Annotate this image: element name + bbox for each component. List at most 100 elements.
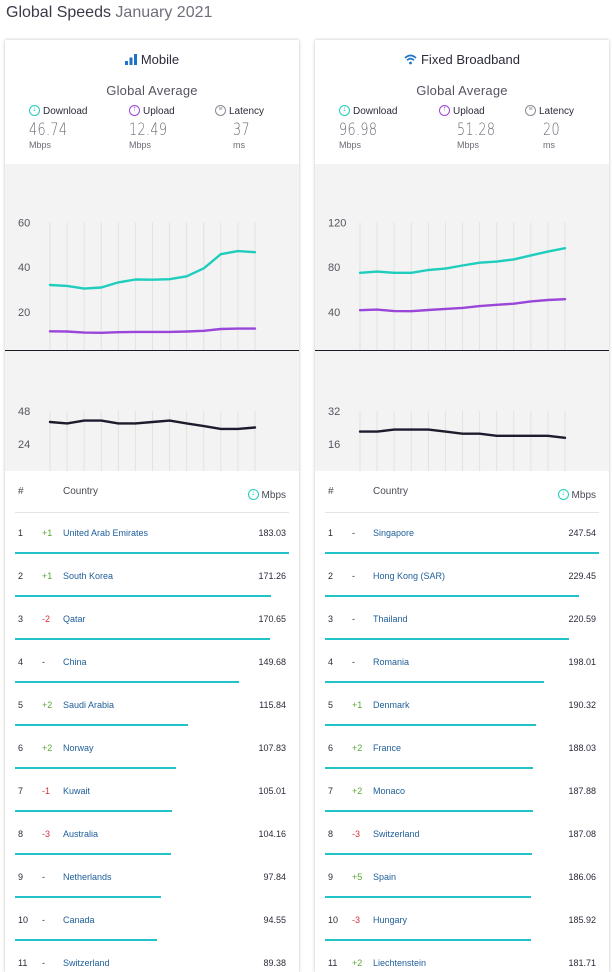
rank-change: - xyxy=(42,657,45,667)
country-link[interactable]: China xyxy=(63,657,87,667)
country-link[interactable]: Denmark xyxy=(373,700,410,710)
speed-value: 198.01 xyxy=(568,657,596,667)
speed-value: 105.01 xyxy=(258,786,286,796)
country-link[interactable]: South Korea xyxy=(63,571,114,581)
col-speed-header[interactable]: Mbps xyxy=(247,488,286,501)
speed-value: 247.54 xyxy=(568,528,596,538)
rank-number: 10 xyxy=(328,915,339,925)
country-link[interactable]: Romania xyxy=(373,657,410,667)
fixed-download-value: 96.98 xyxy=(339,120,378,140)
country-link[interactable]: Switzerland xyxy=(373,829,420,839)
speed-value: 89.38 xyxy=(263,958,286,968)
speed-bar xyxy=(325,638,569,640)
speed-bar xyxy=(15,810,172,812)
rank-change: +1 xyxy=(42,571,53,581)
mobile-upload-value: 12.49 xyxy=(129,120,168,140)
fixed-global-average-label: Global Average xyxy=(416,83,508,98)
country-link[interactable]: Singapore xyxy=(373,528,415,538)
country-link[interactable]: Spain xyxy=(373,872,397,882)
rank-number: 1 xyxy=(18,528,24,538)
y-tick-label: 20 xyxy=(18,307,30,319)
metric-label: Download xyxy=(43,106,88,117)
page-title-date: January 2021 xyxy=(115,4,213,21)
country-link[interactable]: Kuwait xyxy=(63,786,91,796)
signal-bars-icon xyxy=(124,53,137,68)
table-row: 3 -2 Qatar 170.65 xyxy=(5,599,299,642)
rank-change: - xyxy=(42,872,45,882)
fixed-upload-value: 51.28 xyxy=(457,120,496,140)
metric-unit: Mbps xyxy=(339,140,362,150)
table-row: 4 - Romania 198.01 xyxy=(315,642,609,685)
country-link[interactable]: Liechtenstein xyxy=(373,958,427,968)
country-link[interactable]: Thailand xyxy=(373,614,408,624)
upload-icon xyxy=(129,104,140,116)
col-rank-header: # xyxy=(18,486,24,497)
mobile-global-average-label: Global Average xyxy=(106,83,198,98)
country-link[interactable]: Switzerland xyxy=(63,958,110,968)
latency-icon xyxy=(525,105,536,116)
rank-change: +2 xyxy=(42,743,53,753)
rank-number: 8 xyxy=(328,829,334,839)
y-tick-label: 120 xyxy=(328,218,346,230)
col-country-header: Country xyxy=(63,486,99,497)
table-row: 6 +2 France 188.03 xyxy=(315,728,609,771)
speed-value: 94.55 xyxy=(263,915,286,925)
country-link[interactable]: Monaco xyxy=(373,786,406,796)
country-link[interactable]: Saudi Arabia xyxy=(63,700,115,710)
rank-change: - xyxy=(352,614,355,624)
table-row: 8 -3 Australia 104.16 xyxy=(5,814,299,857)
table-row: 10 -3 Hungary 185.92 xyxy=(315,900,609,943)
speed-bar xyxy=(325,853,532,855)
table-row: 8 -3 Switzerland 187.08 xyxy=(315,814,609,857)
speed-bar xyxy=(15,767,176,769)
y-tick-label: 80 xyxy=(328,262,340,274)
rank-change: +2 xyxy=(352,743,363,753)
country-link[interactable]: Hong Kong (SAR) xyxy=(373,571,446,581)
fixed-ranking-table: # Country Mbps 1 - Singapore 247.54 2 - Hong K… xyxy=(315,471,609,972)
mobile-panel: Mobile Global Average Download 46.74 Mbp… xyxy=(5,40,299,972)
country-link[interactable]: Hungary xyxy=(373,915,408,925)
header-divider xyxy=(325,512,599,513)
fixed-download-metric: Download 96.98 Mbps xyxy=(339,104,419,150)
fixed-panel-title: Fixed Broadband xyxy=(315,52,609,68)
download-icon xyxy=(339,104,350,116)
speed-value: 183.03 xyxy=(258,528,286,538)
fixed-latency-value: 20 xyxy=(543,120,560,140)
fixed-speed-chart-svg: 04080120 xyxy=(328,218,567,364)
country-link[interactable]: France xyxy=(373,743,402,753)
latency-icon xyxy=(215,105,226,116)
rank-number: 3 xyxy=(18,614,24,624)
speed-bar xyxy=(15,939,157,941)
metric-label: Download xyxy=(353,106,398,117)
mobile-title-label: Mobile xyxy=(140,52,180,67)
rank-number: 9 xyxy=(328,872,334,882)
speed-bar xyxy=(15,552,289,554)
chart-divider xyxy=(5,350,299,351)
col-speed-header[interactable]: Mbps xyxy=(557,488,596,501)
rank-change: - xyxy=(352,528,355,538)
rank-number: 1 xyxy=(328,528,334,538)
mobile-upload-metric: Upload 12.49 Mbps xyxy=(129,104,209,150)
metric-unit: Mbps xyxy=(29,140,52,150)
country-link[interactable]: Australia xyxy=(63,829,99,839)
rank-number: 9 xyxy=(18,872,24,882)
header-divider xyxy=(15,512,289,513)
rank-change: +5 xyxy=(352,872,363,882)
rank-number: 7 xyxy=(328,786,334,796)
rank-change: - xyxy=(42,915,45,925)
country-link[interactable]: Norway xyxy=(63,743,94,753)
rank-change: +2 xyxy=(352,786,363,796)
country-link[interactable]: Netherlands xyxy=(63,872,112,882)
table-row: 2 +1 South Korea 171.26 xyxy=(5,556,299,599)
country-link[interactable]: Canada xyxy=(63,915,95,925)
country-link[interactable]: Qatar xyxy=(63,614,86,624)
speed-bar xyxy=(325,896,531,898)
fixed-title-label: Fixed Broadband xyxy=(420,52,520,67)
mobile-speed-chart-svg: 0204060 xyxy=(18,218,257,364)
wifi-icon xyxy=(404,53,417,68)
country-link[interactable]: United Arab Emirates xyxy=(63,528,149,538)
download-icon xyxy=(247,488,259,500)
speed-bar xyxy=(15,896,161,898)
speed-bar xyxy=(15,681,239,683)
series-line-latency xyxy=(48,419,257,431)
